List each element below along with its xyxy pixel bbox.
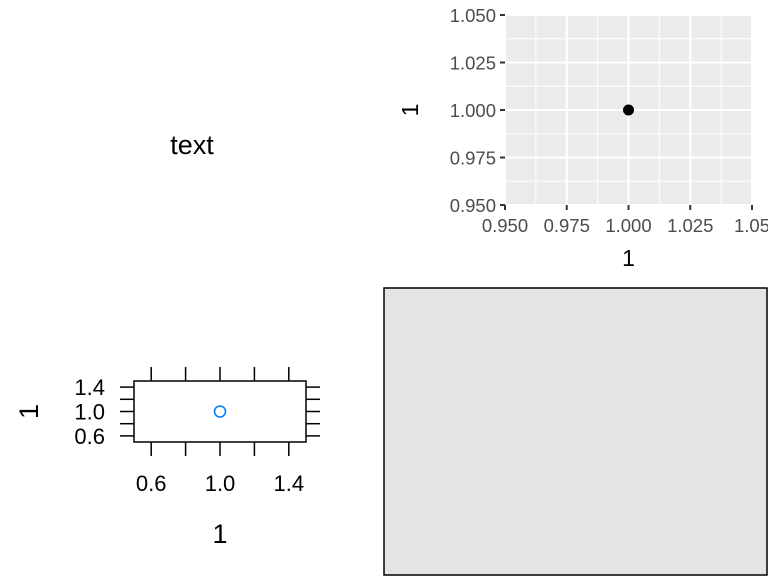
text-label: text — [170, 130, 214, 160]
lattice-points — [213, 405, 227, 418]
lattice-y-tick-label: 1.0 — [74, 400, 105, 425]
ggplot-y-axis-title: 1 — [397, 104, 423, 117]
lattice-axes: 0.6 1.0 1.40.61.01.4 — [74, 367, 320, 496]
ggplot-y-tick-label: 1.025 — [450, 53, 496, 74]
ggplot-x-tick-label: 0.975 — [544, 215, 590, 236]
ggplot-y-tick-label: 0.950 — [450, 195, 496, 216]
ggplot-x-tick-label: 0.950 — [482, 215, 528, 236]
ggplot-x-axis-title: 1 — [622, 245, 635, 271]
lattice-y-axis-title: 1 — [14, 404, 44, 419]
ggplot-x-tick-label: 1.000 — [605, 215, 651, 236]
ggplot-data-point — [623, 104, 634, 116]
ggplot-axes: 0.950 0.975 1.000 1.025 1.05 0.950 0.975 1.000 1… — [450, 5, 768, 236]
lattice-y-tick-label: 0.6 — [74, 424, 105, 449]
lattice-scatter-chart: 0.6 1.0 1.40.61.01.4 1 1 — [14, 367, 320, 549]
ggplot-x-tick-label: 1.05 — [734, 215, 768, 236]
ggplot-y-tick-label: 1.000 — [450, 100, 496, 121]
lattice-x-tick-label: 1.0 — [205, 471, 236, 496]
ggplot-points — [623, 104, 634, 116]
lattice-panel-border — [133, 380, 307, 443]
lattice-x-tick-label: 0.6 — [136, 471, 167, 496]
ggplot-x-tick-label: 1.025 — [667, 215, 713, 236]
lattice-y-tick-label: 1.4 — [74, 375, 105, 400]
lattice-data-point — [213, 405, 227, 418]
ggplot-scatter-chart: 0.950 0.975 1.000 1.025 1.05 0.950 0.975 1.000 1… — [397, 5, 768, 271]
ggplot-y-tick-label: 1.050 — [450, 5, 496, 26]
lattice-x-tick-label: 1.4 — [274, 471, 305, 496]
empty-grey-panel — [383, 287, 768, 576]
lattice-x-axis-title: 1 — [212, 519, 227, 549]
ggplot-y-tick-label: 0.975 — [450, 148, 496, 169]
